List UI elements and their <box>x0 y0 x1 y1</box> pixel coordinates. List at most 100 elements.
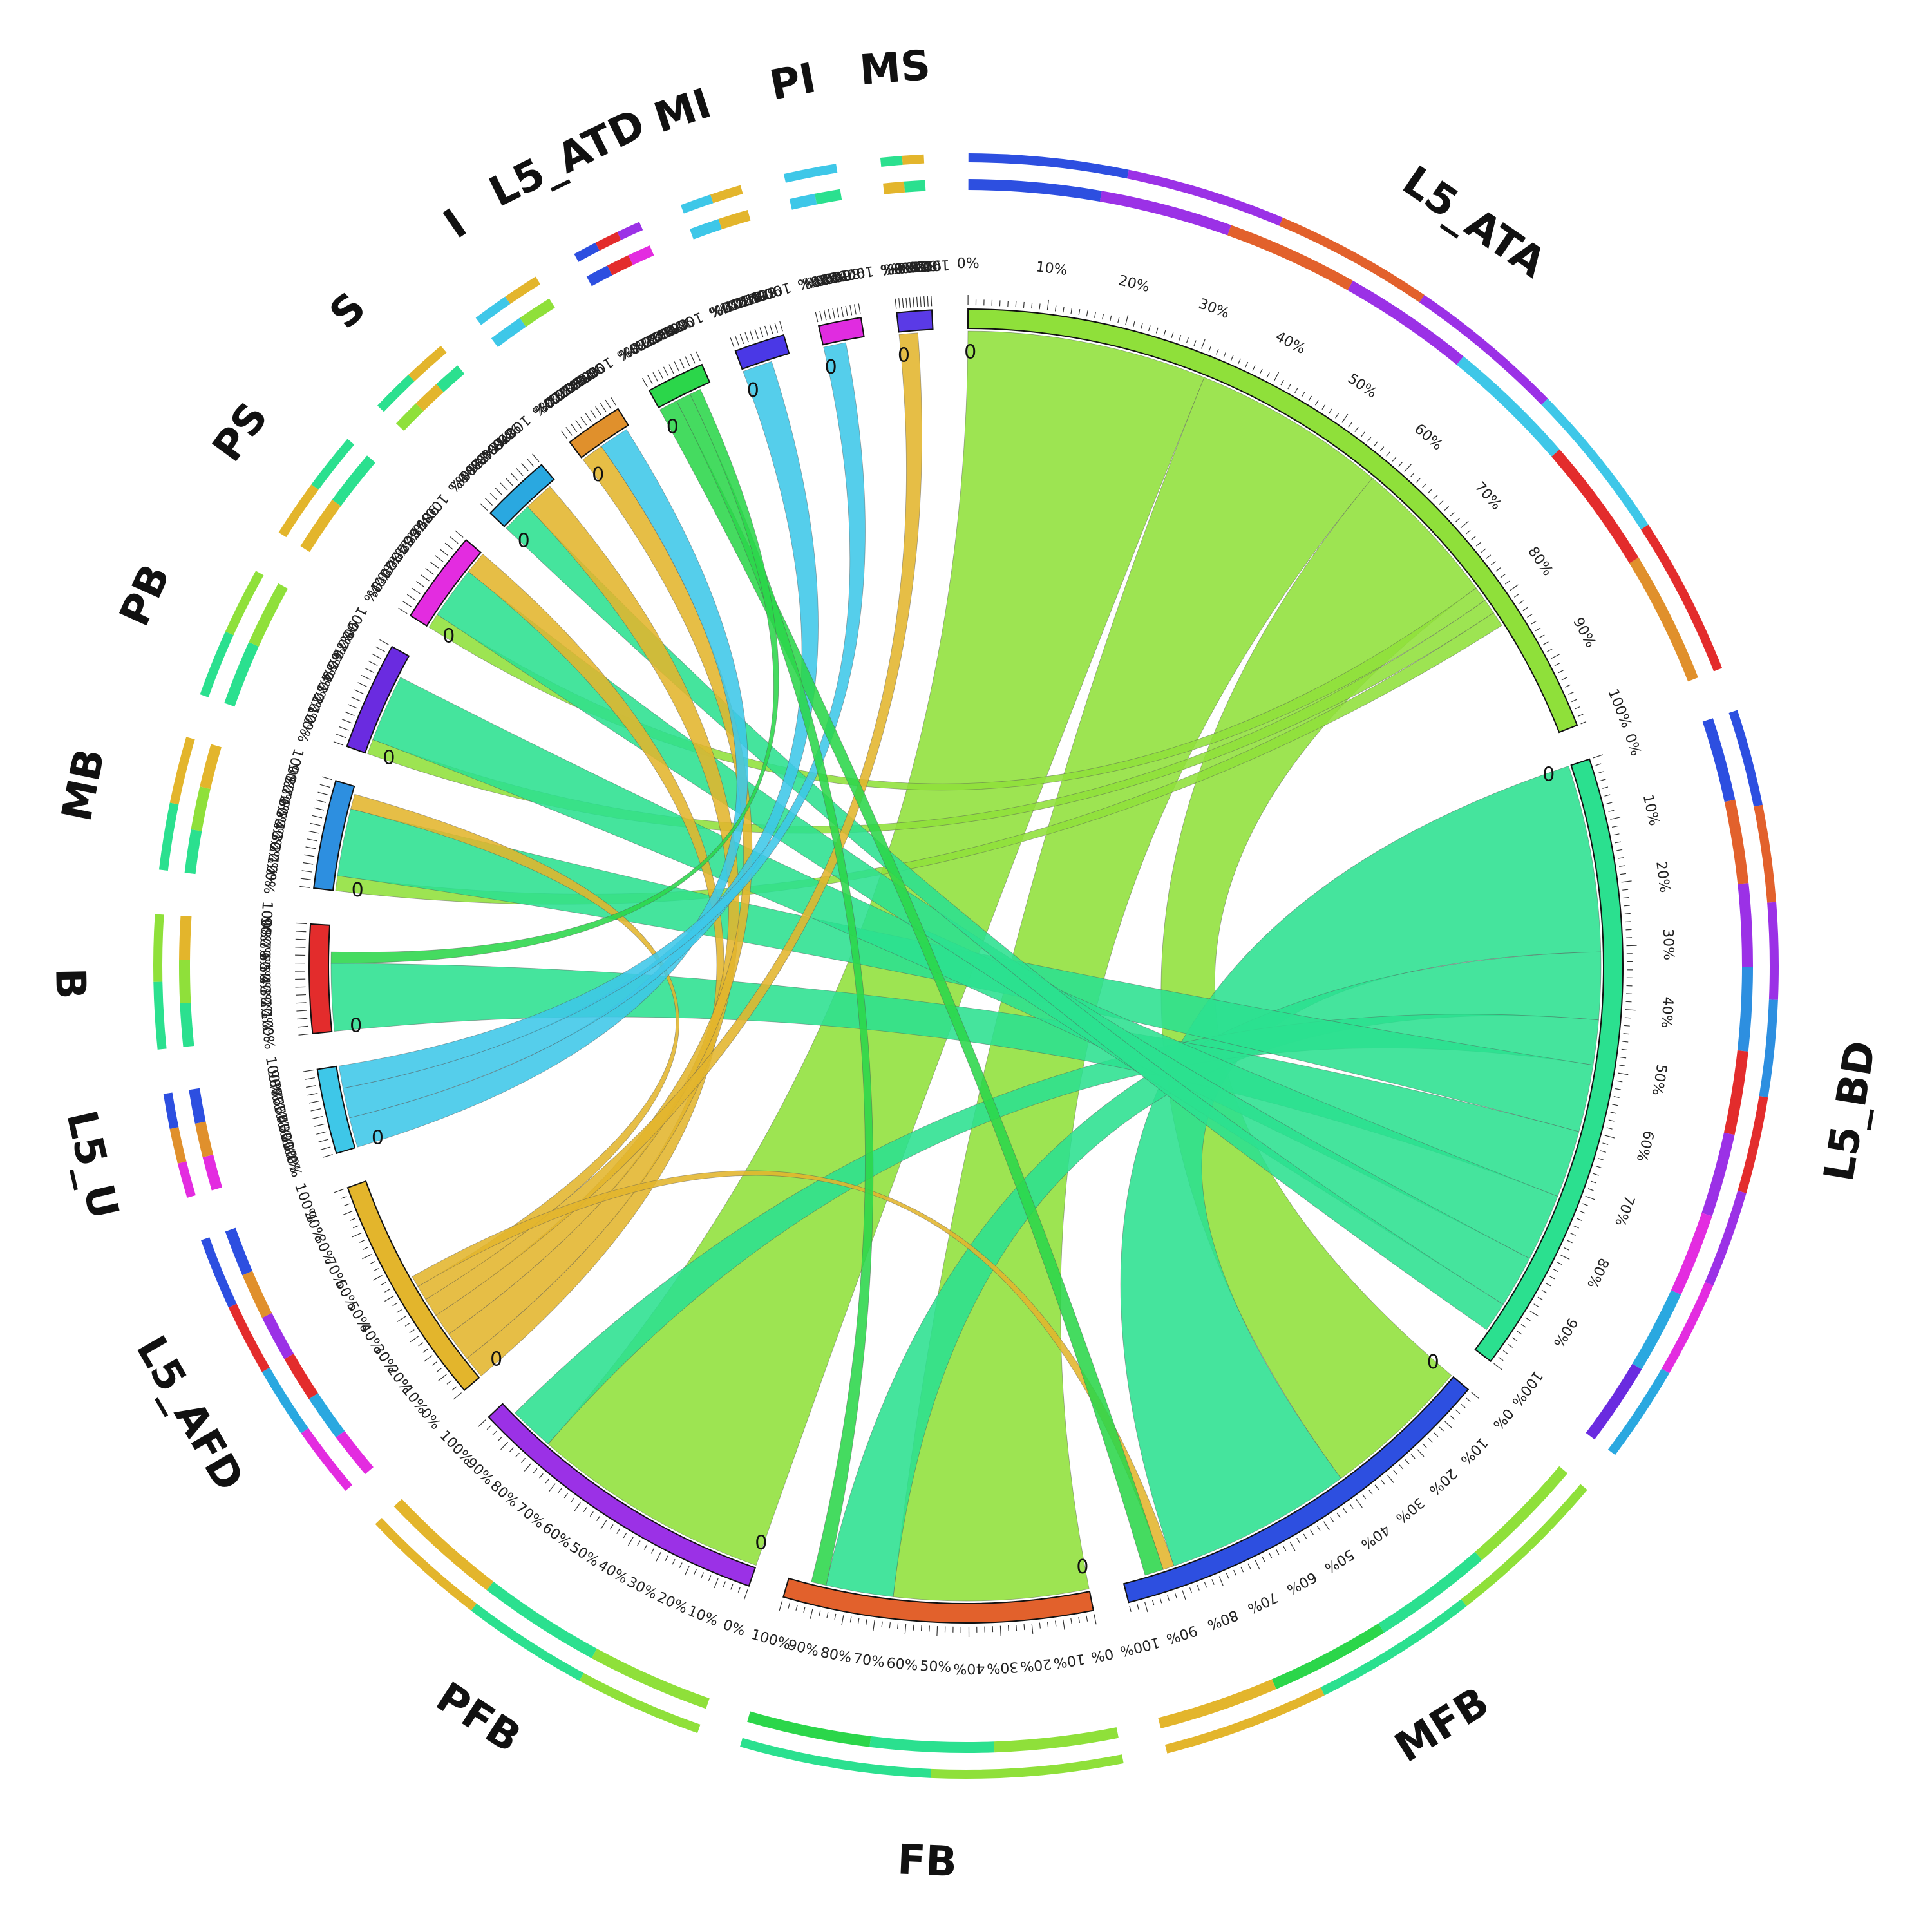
tick-mark <box>1563 1247 1569 1251</box>
tick-mark <box>318 1139 329 1142</box>
tick-mark <box>1362 1494 1367 1500</box>
tick-mark <box>308 831 319 834</box>
tick-mark <box>423 1355 433 1362</box>
tick-mark <box>323 1154 333 1158</box>
tick-percent-label: 100% <box>413 490 451 531</box>
tick-mark <box>1613 833 1620 836</box>
tick-mark <box>1094 1614 1097 1625</box>
tick-mark <box>296 1010 307 1012</box>
track-segment-pb <box>224 641 259 707</box>
tick-percent-label: 90% <box>909 256 942 274</box>
sector-arc-mi[interactable] <box>734 334 790 370</box>
sector-arc-l5_bd[interactable] <box>1474 758 1624 1363</box>
tick-mark <box>1179 335 1182 341</box>
tick-mark <box>557 1488 562 1493</box>
tick-mark <box>316 799 327 803</box>
tick-mark <box>672 1558 676 1565</box>
tick-mark <box>1561 677 1567 681</box>
tick-mark <box>333 741 344 746</box>
tick-mark <box>714 1578 719 1589</box>
sector-arc-pi[interactable] <box>817 316 865 346</box>
tick-mark <box>1547 649 1553 652</box>
tick-mark <box>701 1572 705 1578</box>
tick-mark <box>764 325 768 336</box>
tick-mark <box>1233 1569 1236 1576</box>
tick-mark <box>999 1625 1001 1636</box>
tick-mark <box>1504 580 1510 585</box>
sector-arc-s[interactable] <box>489 464 555 527</box>
tick-mark <box>1428 1437 1433 1443</box>
tick-mark <box>1201 339 1206 349</box>
tick-mark <box>1039 1622 1041 1629</box>
tick-mark <box>674 361 679 372</box>
sector-zero-label: 0 <box>1076 1556 1088 1578</box>
tick-mark <box>913 1624 914 1631</box>
tick-mark <box>837 307 840 318</box>
tick-percent-label: 80% <box>906 257 938 275</box>
tick-mark <box>1516 1331 1522 1335</box>
sector-arc-l5_afd[interactable] <box>346 1180 480 1392</box>
tick-percent-label: 20% <box>883 258 916 278</box>
tick-percent-label: 100% <box>279 746 307 790</box>
track-segment-fb <box>869 1736 995 1753</box>
tick-mark <box>1398 462 1403 467</box>
tick-mark <box>1399 1464 1404 1470</box>
sector-arc-ms[interactable] <box>896 309 934 333</box>
tick-mark <box>301 870 312 873</box>
sector-arc-pfb[interactable] <box>488 1403 757 1587</box>
tick-mark <box>521 1457 526 1463</box>
tick-mark <box>570 423 578 433</box>
tick-mark <box>1598 1158 1604 1160</box>
tick-mark <box>373 1274 383 1281</box>
sector-arc-l5_atd[interactable] <box>648 363 711 409</box>
track-segment-l5_bd <box>1724 799 1749 884</box>
tick-percent-label: 100% <box>1508 1367 1546 1409</box>
tick-mark <box>1144 1602 1148 1613</box>
tick-mark <box>1343 1508 1347 1513</box>
tick-mark <box>526 458 535 467</box>
tick-mark <box>350 1218 356 1221</box>
tick-percent-label: 70% <box>256 940 273 972</box>
tick-mark <box>1564 684 1571 688</box>
sector-arc-mb[interactable] <box>313 780 355 891</box>
tick-mark <box>345 711 355 716</box>
tick-mark <box>909 297 911 308</box>
sector-arc-i[interactable] <box>569 408 630 459</box>
sector-arc-pb[interactable] <box>346 645 410 754</box>
tick-mark <box>533 1468 538 1473</box>
sector-arc-mfb[interactable] <box>1122 1376 1470 1604</box>
tick-mark <box>515 1452 520 1458</box>
tick-mark <box>1387 1475 1394 1484</box>
sector-arc-ps[interactable] <box>409 538 482 627</box>
sector-arc-b[interactable] <box>308 923 333 1035</box>
tick-mark <box>357 682 368 688</box>
tick-mark <box>1374 1484 1379 1490</box>
track-segment-ps <box>278 484 319 538</box>
tick-mark <box>307 1093 318 1096</box>
tick-mark <box>1520 1323 1526 1328</box>
track-segment-l5_atd <box>617 222 643 240</box>
tick-mark <box>306 1085 317 1088</box>
tick-mark <box>1269 1553 1273 1558</box>
tick-percent-label: 80% <box>487 1478 521 1511</box>
tick-mark <box>663 366 669 377</box>
tick-mark <box>1335 413 1340 419</box>
tick-percent-label: 100% <box>336 603 370 647</box>
tick-mark <box>484 498 493 506</box>
sector-arc-l5_ata[interactable] <box>967 308 1578 734</box>
sector-arc-l5_u[interactable] <box>316 1065 356 1155</box>
tick-mark <box>1245 361 1249 368</box>
tick-mark <box>341 1196 347 1199</box>
tick-mark <box>1361 431 1365 437</box>
sector-arc-fb[interactable] <box>782 1577 1094 1624</box>
tick-mark <box>1533 1303 1539 1307</box>
tick-mark <box>1619 1065 1625 1066</box>
tick-mark <box>1393 1470 1397 1475</box>
tick-mark <box>658 369 664 379</box>
track-segment-pfb <box>486 1581 597 1658</box>
tick-mark <box>1518 600 1524 605</box>
sector-zero-label: 0 <box>490 1348 502 1370</box>
tick-mark <box>1618 1072 1629 1075</box>
tick-mark <box>1386 451 1390 457</box>
track-segment-pfb <box>591 1648 710 1709</box>
